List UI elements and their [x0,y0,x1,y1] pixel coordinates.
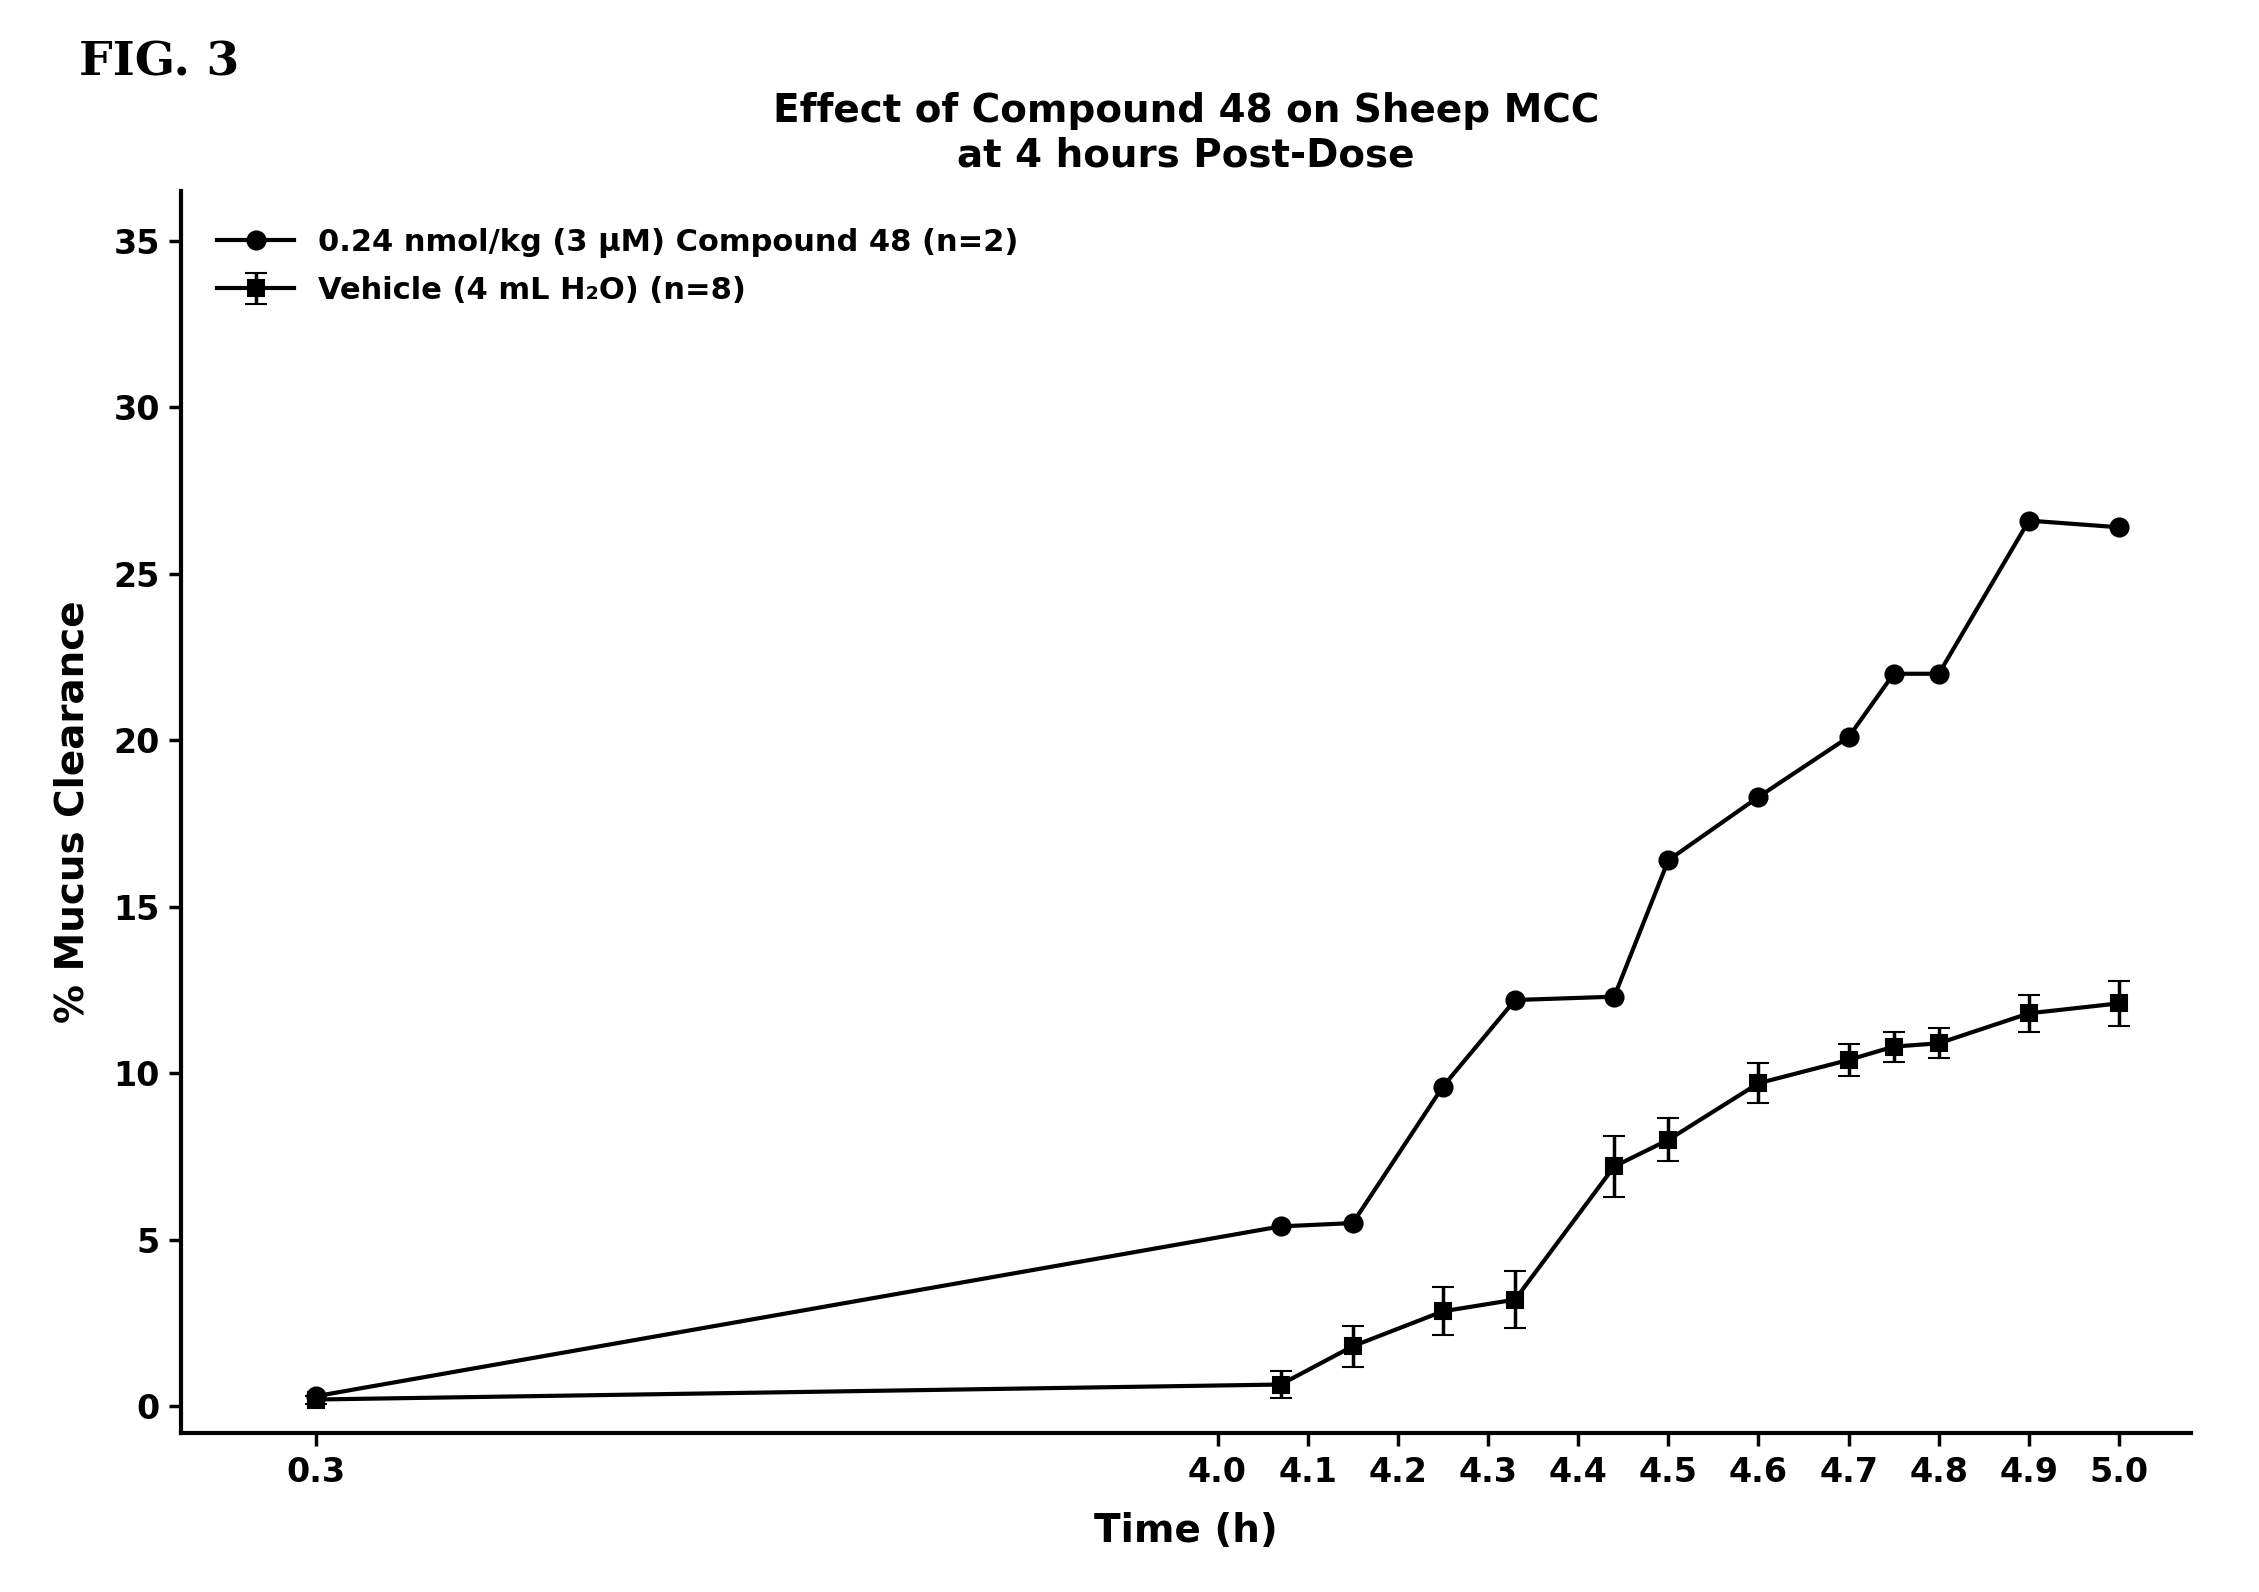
Legend: 0.24 nmol/kg (3 μM) Compound 48 (n=2), Vehicle (4 mL H₂O) (n=8): 0.24 nmol/kg (3 μM) Compound 48 (n=2), V… [206,215,1030,317]
0.24 nmol/kg (3 μM) Compound 48 (n=2) [1267,1216,1294,1235]
0.24 nmol/kg (3 μM) Compound 48 (n=2) [1656,850,1683,869]
0.24 nmol/kg (3 μM) Compound 48 (n=2) [2105,517,2132,537]
0.24 nmol/kg (3 μM) Compound 48 (n=2) [1925,664,1952,683]
0.24 nmol/kg (3 μM) Compound 48 (n=2) [1340,1213,1367,1232]
Title: Effect of Compound 48 on Sheep MCC
at 4 hours Post-Dose: Effect of Compound 48 on Sheep MCC at 4 … [773,92,1599,174]
0.24 nmol/kg (3 μM) Compound 48 (n=2) [1834,728,1861,747]
0.24 nmol/kg (3 μM) Compound 48 (n=2) [1430,1078,1457,1097]
0.24 nmol/kg (3 μM) Compound 48 (n=2) [1744,788,1771,807]
Line: 0.24 nmol/kg (3 μM) Compound 48 (n=2): 0.24 nmol/kg (3 μM) Compound 48 (n=2) [307,511,2128,1406]
0.24 nmol/kg (3 μM) Compound 48 (n=2) [1602,987,1629,1006]
X-axis label: Time (h): Time (h) [1093,1512,1279,1549]
0.24 nmol/kg (3 μM) Compound 48 (n=2) [1502,990,1529,1009]
0.24 nmol/kg (3 μM) Compound 48 (n=2) [1879,664,1907,683]
0.24 nmol/kg (3 μM) Compound 48 (n=2) [303,1387,330,1406]
Y-axis label: % Mucus Clearance: % Mucus Clearance [54,600,90,1024]
0.24 nmol/kg (3 μM) Compound 48 (n=2) [2015,511,2042,530]
Text: FIG. 3: FIG. 3 [79,40,239,86]
